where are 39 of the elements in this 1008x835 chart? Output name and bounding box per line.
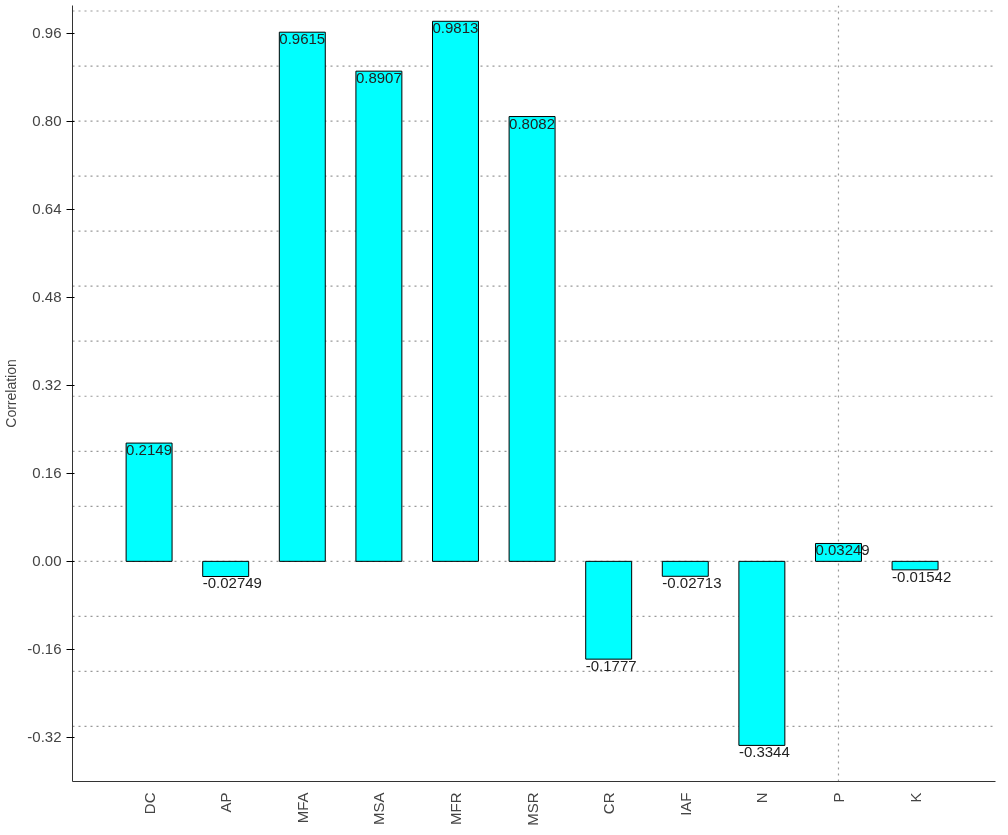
text: 0.32 bbox=[32, 376, 62, 394]
x-tick-label: N bbox=[753, 792, 771, 804]
y-axis-title: Correlation bbox=[3, 359, 20, 428]
x-tick-label: P bbox=[829, 792, 847, 803]
text: -0.32 bbox=[27, 728, 62, 746]
bar bbox=[891, 560, 939, 571]
x-tick-label: AP bbox=[217, 792, 235, 813]
data-label: 0.9615 bbox=[279, 30, 326, 48]
data-label: -0.3344 bbox=[738, 743, 790, 761]
x-tick-label: CR bbox=[600, 792, 618, 815]
text: 0.00 bbox=[32, 552, 62, 570]
x-tick-label: K bbox=[906, 792, 924, 803]
bar bbox=[125, 442, 173, 562]
data-label: -0.1777 bbox=[585, 657, 637, 675]
text: 0.80 bbox=[32, 112, 62, 130]
text: 0.64 bbox=[32, 200, 62, 218]
bar bbox=[432, 20, 479, 562]
x-tick-label: MSR bbox=[523, 792, 541, 826]
bar bbox=[738, 560, 786, 746]
bar bbox=[585, 560, 633, 660]
data-label: 0.9813 bbox=[432, 19, 479, 37]
bar bbox=[508, 116, 556, 562]
x-tick-label: MFR bbox=[446, 792, 464, 825]
text: -0.16 bbox=[27, 640, 62, 658]
data-label: 0.8907 bbox=[355, 69, 402, 87]
x-tick-label: MSA bbox=[370, 792, 388, 825]
bar bbox=[355, 70, 403, 562]
bar bbox=[278, 31, 326, 562]
bar bbox=[661, 560, 709, 577]
text: 0.96 bbox=[32, 24, 62, 42]
text: 0.48 bbox=[32, 288, 62, 306]
data-label: -0.02713 bbox=[662, 574, 722, 592]
x-tick-label: DC bbox=[140, 792, 158, 815]
text: 0.16 bbox=[32, 464, 62, 482]
x-tick-label: MFA bbox=[293, 792, 311, 824]
bar bbox=[202, 560, 250, 577]
x-tick-label: IAF bbox=[676, 792, 694, 816]
data-label: -0.01542 bbox=[892, 567, 952, 585]
data-label: -0.02749 bbox=[202, 574, 262, 592]
